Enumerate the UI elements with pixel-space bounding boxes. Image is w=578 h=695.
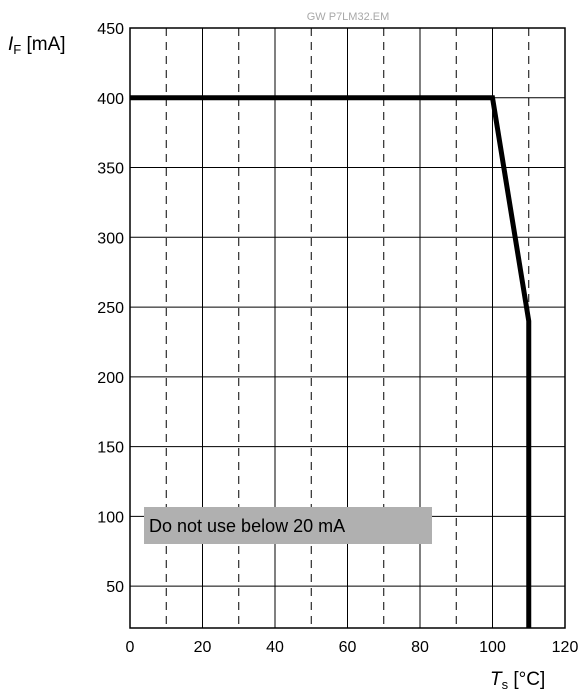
chart-watermark: GW P7LM32.EM bbox=[307, 11, 390, 23]
y-tick-label: 150 bbox=[97, 440, 124, 457]
x-tick-label: 120 bbox=[552, 639, 578, 656]
y-tick-label: 450 bbox=[97, 21, 124, 38]
y-axis-unit: [mA] bbox=[21, 34, 65, 55]
x-axis-unit: [°C] bbox=[508, 669, 545, 690]
y-axis-label: IF [mA] bbox=[8, 34, 66, 57]
y-tick-label: 200 bbox=[97, 370, 124, 387]
annotation-box bbox=[144, 507, 432, 544]
x-tick-label: 80 bbox=[411, 639, 429, 656]
x-tick-label: 40 bbox=[266, 639, 284, 656]
x-axis-subscript: s bbox=[502, 677, 509, 692]
series-line bbox=[130, 95, 532, 628]
x-tick-label: 100 bbox=[479, 639, 506, 656]
x-tick-label: 20 bbox=[194, 639, 212, 656]
y-tick-label: 100 bbox=[97, 509, 124, 526]
series-layer bbox=[130, 95, 532, 628]
annotation-text: Do not use below 20 mA bbox=[149, 516, 345, 536]
y-tick-labels: 50 100 150 200 250 300 350 400 450 bbox=[97, 21, 124, 596]
plot-frame bbox=[129, 27, 566, 629]
y-tick-label: 250 bbox=[97, 300, 124, 317]
x-tick-label: 60 bbox=[339, 639, 357, 656]
y-tick-label: 400 bbox=[97, 91, 124, 108]
y-axis-symbol: I bbox=[8, 34, 14, 55]
y-tick-label: 350 bbox=[97, 161, 124, 178]
x-axis-symbol: T bbox=[490, 669, 503, 690]
y-tick-label: 50 bbox=[106, 579, 124, 596]
annotation: Do not use below 20 mA bbox=[144, 507, 432, 544]
y-axis-subscript: F bbox=[13, 42, 21, 57]
x-tick-labels: 0 20 40 60 80 100 120 bbox=[126, 639, 578, 656]
x-tick-label: 0 bbox=[126, 639, 135, 656]
y-tick-label: 300 bbox=[97, 230, 124, 247]
x-axis-label: Ts [°C] bbox=[490, 669, 545, 692]
